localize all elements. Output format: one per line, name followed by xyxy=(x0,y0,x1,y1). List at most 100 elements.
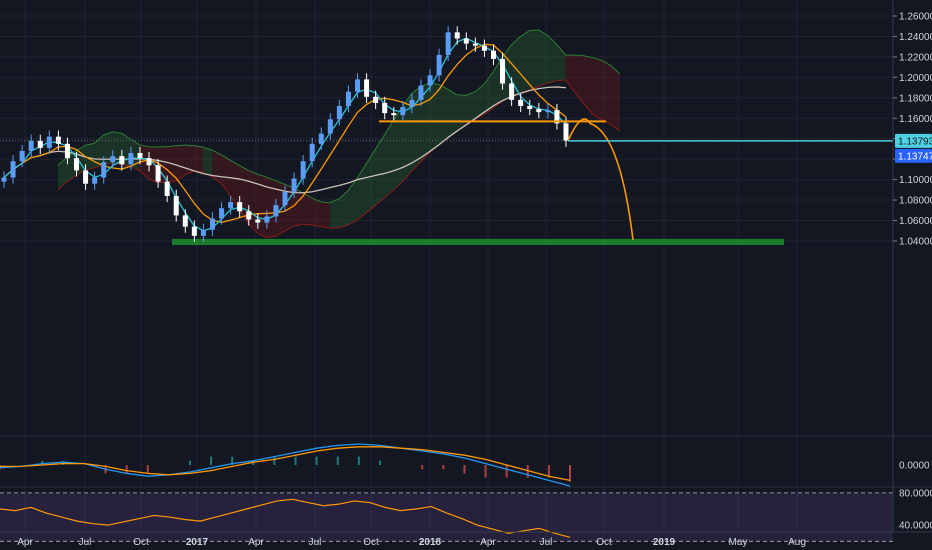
candle-body xyxy=(291,178,297,192)
candle-body xyxy=(282,191,288,206)
candle-body xyxy=(364,79,370,97)
candle-body xyxy=(518,99,524,106)
candle-body xyxy=(28,140,34,151)
support-zone-rect xyxy=(172,238,784,246)
candle-body xyxy=(237,202,243,212)
cloud-segment xyxy=(610,65,620,132)
candle-body xyxy=(336,105,342,120)
candle-body xyxy=(228,202,234,209)
price-axis-label: 1.18000 xyxy=(899,93,932,104)
cloud-segment xyxy=(474,84,485,120)
candle-body xyxy=(164,181,170,196)
price-axis-label: 1.16000 xyxy=(899,114,932,125)
candle-body xyxy=(445,32,451,55)
last-price-label: 1.13793 xyxy=(898,136,932,147)
candle-body xyxy=(209,218,215,230)
candlesticks xyxy=(1,26,569,242)
candle-body xyxy=(273,205,279,217)
candle-body xyxy=(500,58,506,84)
main-price-panel[interactable] xyxy=(0,26,893,246)
cloud-segment xyxy=(393,106,403,191)
candle-body xyxy=(92,177,98,184)
secondary-price-label: 1.13747 xyxy=(898,151,932,162)
cloud-segment xyxy=(601,60,611,125)
candle-body xyxy=(345,91,351,106)
candle-body xyxy=(119,156,125,165)
cloud-segment xyxy=(529,29,539,91)
cloud-segment xyxy=(221,154,231,196)
candle-body xyxy=(300,161,306,179)
candle-body xyxy=(427,75,433,86)
candle-body xyxy=(74,158,80,171)
candle-body xyxy=(10,161,16,178)
cloud-segment xyxy=(484,72,494,115)
candle-body xyxy=(563,123,569,141)
macd-line xyxy=(0,443,571,487)
cloud-segment xyxy=(257,174,267,238)
price-axis-label: 1.10000 xyxy=(899,175,932,186)
annotations[interactable] xyxy=(0,118,893,241)
price-axis-label: 1.20000 xyxy=(899,73,932,84)
cloud-span-a xyxy=(57,29,621,204)
candle-body xyxy=(391,113,397,116)
cloud-segment xyxy=(493,57,503,109)
rsi-line xyxy=(0,498,571,538)
cloud-segment xyxy=(402,93,412,182)
cloud-segment xyxy=(438,84,448,145)
time-axis-label: Oct xyxy=(363,537,379,548)
cloud-segment xyxy=(85,143,95,170)
candle-body xyxy=(200,229,206,236)
candle-body xyxy=(83,170,89,184)
time-axis-label: Oct xyxy=(596,537,612,548)
rsi-panel[interactable]: 80.0000 40.0000 xyxy=(0,488,932,542)
price-axis-label: 1.04000 xyxy=(899,236,932,247)
time-axis-label: Jul xyxy=(309,537,322,548)
time-axis[interactable]: Apr Jul Oct 2017 Apr Jul Oct 2018 Apr Jul Oct 2019 M… xyxy=(17,537,806,548)
cloud-segment xyxy=(574,55,584,104)
last-price-badge xyxy=(895,133,932,148)
cloud-segment xyxy=(547,35,557,84)
cloud-segment xyxy=(212,150,222,184)
price-axis-label: 1.08000 xyxy=(899,196,932,207)
cloud-segment xyxy=(348,178,358,226)
cloud-segment xyxy=(366,149,376,213)
time-axis-label: Jul xyxy=(540,537,553,548)
cloud-segment xyxy=(184,145,194,175)
candle-body xyxy=(527,105,533,110)
candle-body xyxy=(146,158,152,166)
time-axis-label: May xyxy=(729,537,748,548)
candle-body xyxy=(137,153,143,159)
cloud-segment xyxy=(556,44,566,81)
candle-body xyxy=(545,110,551,113)
time-axis-label: Jul xyxy=(79,537,92,548)
cloud-segment xyxy=(248,170,258,233)
price-axis[interactable]: 1.26000 1.24000 1.22000 1.20000 1.18000 1.160… xyxy=(893,12,932,248)
candle-body xyxy=(327,119,333,134)
cloud-segment xyxy=(193,145,204,173)
candle-body xyxy=(264,216,270,223)
price-axis-label: 1.24000 xyxy=(899,32,932,43)
cloud-segment xyxy=(320,201,330,229)
time-axis-label: Apr xyxy=(248,537,264,548)
candle-body xyxy=(509,83,515,100)
candle-body xyxy=(418,85,424,100)
cloud-segment xyxy=(58,157,68,190)
macd-panel[interactable]: 0.0000 xyxy=(0,443,930,487)
candle-body xyxy=(463,38,469,44)
rsi-band-fill xyxy=(0,492,893,542)
candle-body xyxy=(46,136,52,148)
support-zone[interactable] xyxy=(172,238,784,246)
cloud-segment xyxy=(375,135,385,206)
candle-body xyxy=(246,211,252,220)
cloud-segment xyxy=(465,91,475,126)
time-axis-label: Apr xyxy=(17,537,33,548)
cloud-segment xyxy=(339,190,349,228)
candle-body xyxy=(173,195,179,216)
projection-path xyxy=(567,118,634,241)
cloud-segment xyxy=(384,120,394,198)
candle-body xyxy=(472,43,478,46)
candle-body xyxy=(309,143,315,162)
cloud-segment xyxy=(230,160,240,210)
candle-body xyxy=(182,215,188,227)
